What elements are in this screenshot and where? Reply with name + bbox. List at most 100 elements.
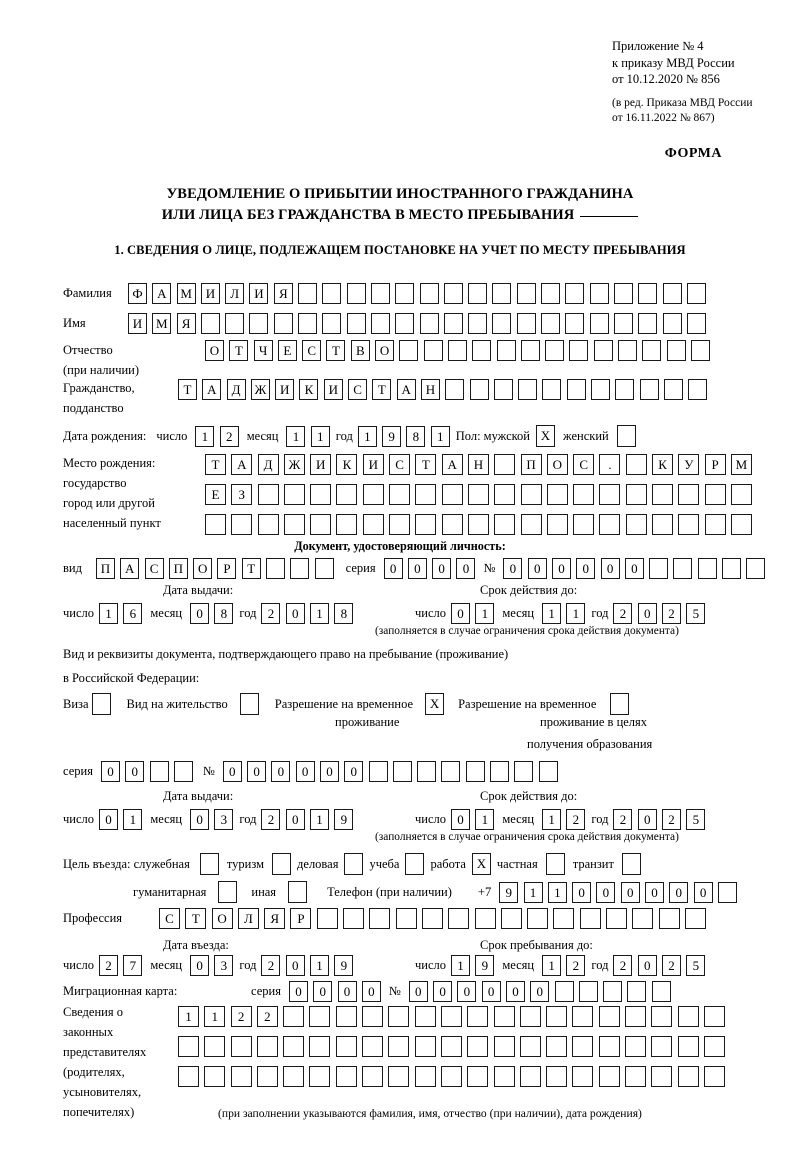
- char-box[interactable]: 0: [527, 558, 547, 579]
- char-box[interactable]: [440, 1066, 462, 1087]
- char-box[interactable]: О: [205, 340, 224, 361]
- char-box[interactable]: [615, 379, 635, 400]
- char-box[interactable]: [440, 1036, 462, 1057]
- char-box[interactable]: [686, 283, 706, 304]
- char-box[interactable]: [447, 340, 467, 361]
- char-box[interactable]: [368, 761, 388, 782]
- temp-residence-checkbox[interactable]: X: [425, 693, 445, 715]
- char-box[interactable]: 1: [451, 955, 471, 976]
- char-box[interactable]: [746, 558, 766, 579]
- char-box[interactable]: [467, 1036, 489, 1057]
- purpose-work-checkbox[interactable]: X: [471, 853, 491, 875]
- char-box[interactable]: [343, 908, 365, 929]
- char-box[interactable]: [178, 1036, 199, 1057]
- char-box[interactable]: [440, 1006, 462, 1027]
- char-box[interactable]: [204, 1066, 226, 1087]
- char-box[interactable]: Р: [290, 908, 312, 929]
- char-box[interactable]: [415, 514, 437, 535]
- char-box[interactable]: [606, 908, 628, 929]
- char-box[interactable]: [414, 1006, 436, 1027]
- char-box[interactable]: 1: [310, 955, 330, 976]
- char-box[interactable]: [316, 908, 338, 929]
- char-box[interactable]: 0: [433, 981, 453, 1002]
- char-box[interactable]: [649, 558, 669, 579]
- char-box[interactable]: М: [176, 283, 196, 304]
- char-box[interactable]: [494, 484, 516, 505]
- char-box[interactable]: 1: [310, 809, 330, 830]
- char-box[interactable]: 0: [408, 981, 428, 1002]
- char-box[interactable]: [399, 340, 419, 361]
- char-box[interactable]: [520, 340, 540, 361]
- char-box[interactable]: [389, 484, 411, 505]
- char-box[interactable]: [200, 313, 220, 334]
- char-box[interactable]: [589, 283, 609, 304]
- char-box[interactable]: К: [299, 379, 319, 400]
- char-box[interactable]: [149, 761, 169, 782]
- char-box[interactable]: 1: [310, 603, 330, 624]
- char-box[interactable]: [703, 1066, 725, 1087]
- char-box[interactable]: [443, 313, 463, 334]
- char-box[interactable]: [467, 484, 489, 505]
- char-box[interactable]: [298, 313, 318, 334]
- char-box[interactable]: [519, 1066, 541, 1087]
- sex-female-checkbox[interactable]: [616, 425, 636, 447]
- char-box[interactable]: [370, 313, 390, 334]
- char-box[interactable]: [546, 514, 568, 535]
- char-box[interactable]: [541, 283, 561, 304]
- char-box[interactable]: [572, 1006, 594, 1027]
- char-box[interactable]: [395, 313, 415, 334]
- char-box[interactable]: [322, 313, 342, 334]
- char-box[interactable]: 9: [382, 425, 402, 447]
- char-box[interactable]: [290, 558, 310, 579]
- char-box[interactable]: 6: [123, 603, 143, 624]
- char-box[interactable]: [335, 1006, 357, 1027]
- char-box[interactable]: 1: [542, 955, 562, 976]
- char-box[interactable]: [421, 908, 443, 929]
- char-box[interactable]: [703, 1006, 725, 1027]
- char-box[interactable]: А: [120, 558, 140, 579]
- char-box[interactable]: О: [375, 340, 395, 361]
- char-box[interactable]: 9: [334, 955, 354, 976]
- char-box[interactable]: 0: [432, 558, 452, 579]
- char-box[interactable]: Т: [415, 454, 437, 475]
- char-box[interactable]: [310, 484, 332, 505]
- char-box[interactable]: [273, 313, 293, 334]
- char-box[interactable]: 0: [552, 558, 571, 579]
- char-box[interactable]: [572, 1036, 594, 1057]
- char-box[interactable]: [322, 283, 342, 304]
- char-box[interactable]: [388, 1006, 410, 1027]
- char-box[interactable]: И: [200, 283, 220, 304]
- char-box[interactable]: 1: [204, 1006, 226, 1027]
- char-box[interactable]: [467, 1006, 489, 1027]
- char-box[interactable]: Т: [229, 340, 249, 361]
- char-box[interactable]: 1: [523, 881, 543, 903]
- char-box[interactable]: 2: [99, 955, 119, 976]
- char-box[interactable]: [388, 1066, 410, 1087]
- char-box[interactable]: [494, 454, 516, 475]
- char-box[interactable]: [566, 379, 586, 400]
- char-box[interactable]: [578, 981, 598, 1002]
- char-box[interactable]: [346, 283, 366, 304]
- char-box[interactable]: [652, 484, 674, 505]
- char-box[interactable]: 2: [662, 603, 682, 624]
- char-box[interactable]: [730, 484, 752, 505]
- char-box[interactable]: 8: [406, 425, 426, 447]
- char-box[interactable]: 5: [686, 603, 706, 624]
- char-box[interactable]: И: [362, 454, 384, 475]
- char-box[interactable]: [309, 1006, 331, 1027]
- char-box[interactable]: 1: [430, 425, 450, 447]
- char-box[interactable]: [518, 379, 538, 400]
- char-box[interactable]: Т: [185, 908, 207, 929]
- char-box[interactable]: [419, 283, 439, 304]
- purpose-official-checkbox[interactable]: [199, 853, 219, 875]
- char-box[interactable]: [516, 313, 536, 334]
- char-box[interactable]: 0: [456, 558, 476, 579]
- char-box[interactable]: [309, 1036, 331, 1057]
- char-box[interactable]: [441, 514, 463, 535]
